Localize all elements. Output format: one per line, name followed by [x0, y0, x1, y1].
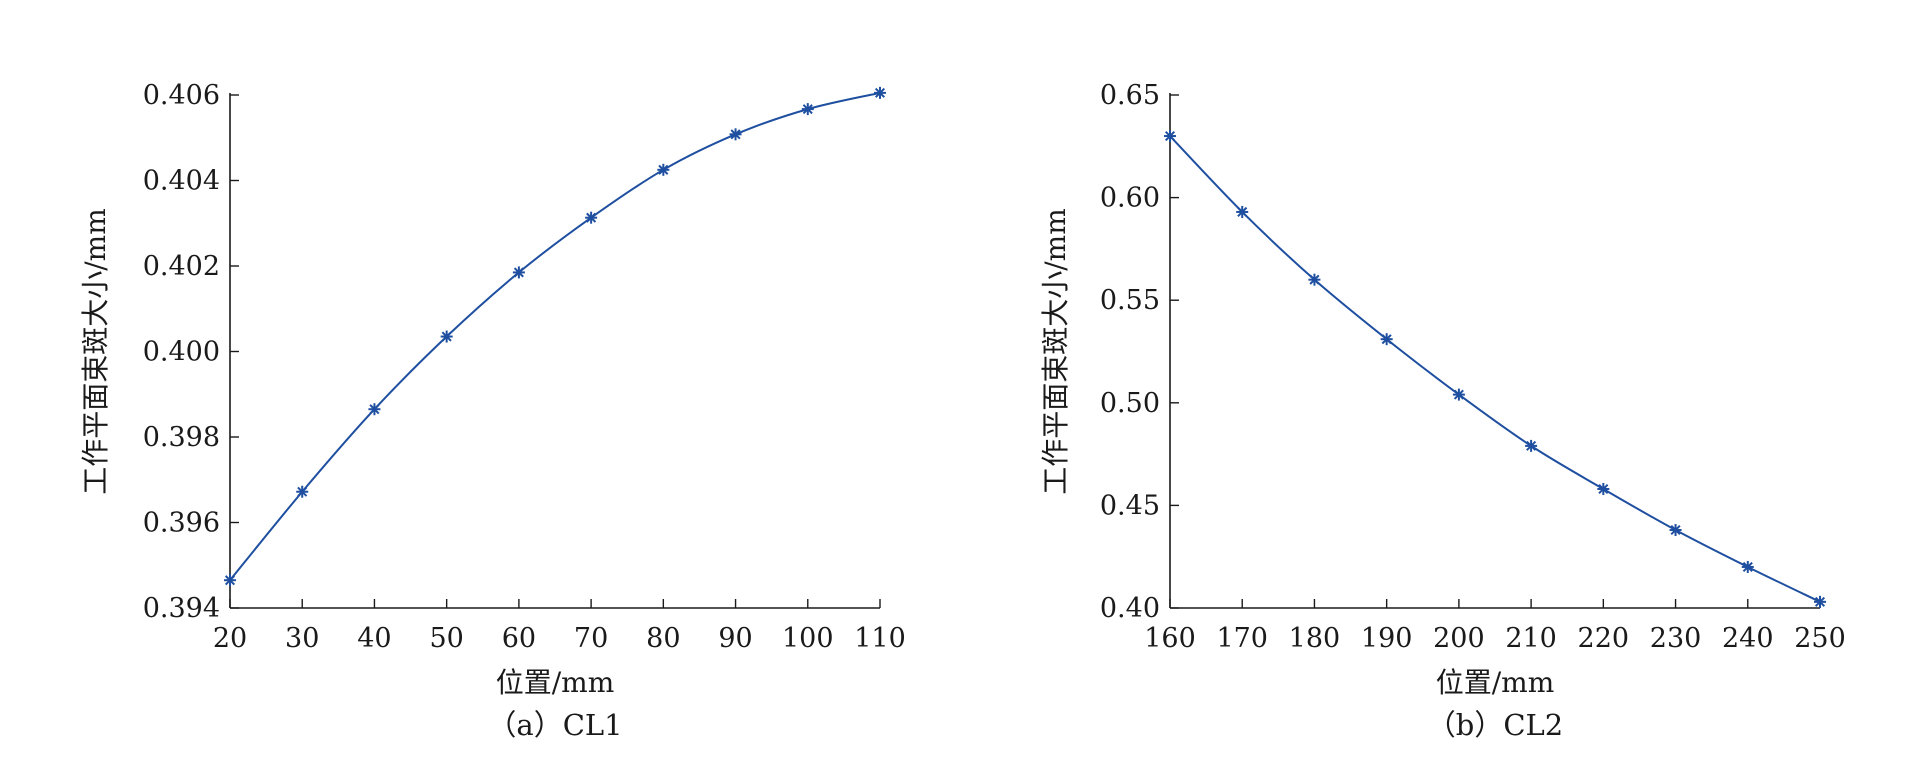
data-point: [1597, 482, 1610, 495]
chart-b: 0.40 0.45 0.50 0.55 0.60 0.65 160 170 180 190 200 2…: [1039, 80, 1846, 742]
data-point: [585, 211, 598, 224]
x-tick-label: 40: [357, 623, 391, 654]
x-tick-label: 200: [1433, 623, 1485, 654]
x-tick-label: 230: [1650, 623, 1702, 654]
y-tick-label: 0.55: [1100, 285, 1160, 316]
data-point: [657, 163, 670, 176]
data-point: [368, 403, 381, 416]
data-point: [1669, 524, 1682, 537]
x-tick-label: 30: [285, 623, 319, 654]
y-tick-label: 0.65: [1100, 80, 1160, 111]
data-point: [1814, 595, 1826, 608]
y-tick-label: 0.396: [143, 508, 220, 539]
data-point: [1452, 388, 1465, 401]
data-point: [1164, 130, 1176, 143]
x-tick-label: 50: [429, 623, 463, 654]
chart-caption: （b）CL2: [1427, 708, 1563, 742]
data-point: [1236, 205, 1249, 218]
x-tick-label: 60: [502, 623, 536, 654]
x-tick-label: 110: [854, 623, 906, 654]
x-tick-label: 240: [1722, 623, 1774, 654]
series-line: [229, 91, 881, 581]
x-axis-label: 位置/mm: [496, 666, 615, 699]
x-tick-label: 250: [1794, 623, 1846, 654]
x-tick-label: 190: [1361, 623, 1413, 654]
data-point: [874, 86, 886, 99]
x-tick-label: 80: [646, 623, 680, 654]
y-tick-label: 0.45: [1100, 490, 1160, 521]
y-tick-label: 0.400: [143, 337, 220, 368]
data-point: [1525, 439, 1538, 452]
x-axis-label: 位置/mm: [1436, 666, 1555, 699]
y-axis-label: 工作平面束斑大小/mm: [1039, 208, 1072, 495]
data-point: [512, 266, 525, 279]
y-axis-label: 工作平面束斑大小/mm: [79, 208, 112, 495]
x-tick-label: 70: [574, 623, 608, 654]
x-tick-label: 220: [1578, 623, 1630, 654]
x-tick-label: 180: [1289, 623, 1341, 654]
data-point: [1380, 333, 1393, 346]
y-tick-label: 0.50: [1100, 388, 1160, 419]
x-tick-label: 210: [1505, 623, 1557, 654]
data-point: [1741, 560, 1754, 573]
data-point: [440, 330, 453, 343]
y-tick-label: 0.404: [143, 166, 220, 197]
x-tick-label: 100: [782, 623, 834, 654]
data-point: [1308, 273, 1321, 286]
series-line: [1169, 135, 1821, 603]
y-tick-label: 0.402: [143, 251, 220, 282]
x-tick-label: 160: [1144, 623, 1196, 654]
x-tick-label: 90: [718, 623, 752, 654]
data-point: [729, 128, 742, 141]
data-point: [224, 574, 236, 587]
x-tick-label: 20: [213, 623, 247, 654]
y-tick-label: 0.406: [143, 80, 220, 111]
y-tick-label: 0.60: [1100, 183, 1160, 214]
y-tick-label: 0.40: [1100, 593, 1160, 624]
y-tick-label: 0.394: [143, 593, 220, 624]
y-tick-label: 0.398: [143, 422, 220, 453]
x-tick-label: 170: [1216, 623, 1268, 654]
data-point: [801, 103, 814, 116]
chart-caption: （a）CL1: [487, 708, 622, 742]
data-point: [296, 485, 309, 498]
chart-a: 0.394 0.396 0.398 0.400 0.402 0.404 0.406 20 30 4…: [79, 80, 906, 742]
